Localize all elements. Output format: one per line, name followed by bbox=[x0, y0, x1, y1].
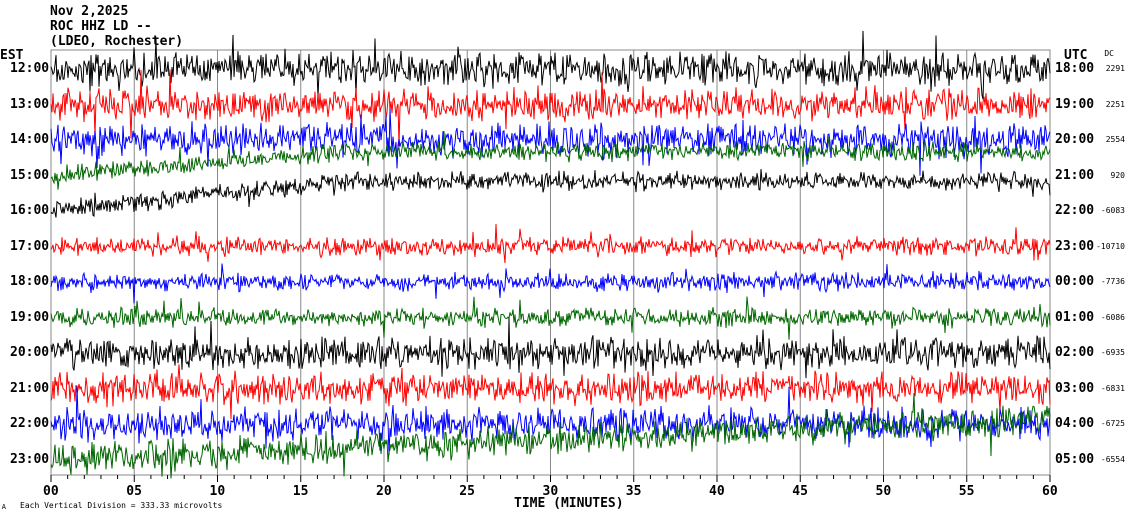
dc-offset-label: -6083 bbox=[1100, 206, 1125, 215]
x-tick-label: 30 bbox=[542, 484, 559, 499]
x-tick-label: 20 bbox=[376, 484, 392, 499]
x-tick-label: 55 bbox=[958, 484, 975, 499]
est-time-label: 16:00 bbox=[10, 203, 50, 218]
dc-offset-label: -6831 bbox=[1100, 383, 1125, 393]
trace-row-22:00 bbox=[50, 385, 1051, 456]
utc-time-label: 02:00 bbox=[1055, 345, 1095, 360]
trace-row-13:00 bbox=[50, 69, 1051, 147]
utc-time-label: 21:00 bbox=[1055, 167, 1095, 183]
x-tick-label: 05 bbox=[126, 484, 142, 499]
utc-time-label: 05:00 bbox=[1055, 451, 1095, 467]
trace-row-15:00 bbox=[50, 131, 1051, 190]
utc-time-label: 19:00 bbox=[1055, 96, 1095, 112]
utc-time-label: 03:00 bbox=[1055, 380, 1095, 396]
trace-row-21:00 bbox=[50, 364, 1051, 420]
est-time-label: 20:00 bbox=[10, 345, 50, 360]
est-time-label: 13:00 bbox=[10, 96, 50, 112]
dc-offset-label: -6935 bbox=[1100, 348, 1125, 357]
x-tick-label: 60 bbox=[1042, 484, 1058, 499]
est-time-label: 21:00 bbox=[10, 380, 50, 396]
station-label: ROC HHZ LD -- bbox=[50, 19, 152, 34]
date-label: Nov 2,2025 bbox=[50, 4, 129, 19]
x-tick-label: 25 bbox=[459, 484, 475, 499]
dc-offset-label: 920 bbox=[1110, 170, 1125, 180]
utc-time-label: 20:00 bbox=[1055, 132, 1095, 147]
est-time-label: 15:00 bbox=[10, 167, 50, 183]
dc-offset-label: 2554 bbox=[1105, 135, 1125, 144]
trace-row-20:00 bbox=[50, 317, 1051, 379]
utc-axis-label: UTC bbox=[1064, 48, 1088, 63]
utc-time-label: 18:00 bbox=[1055, 61, 1095, 76]
trace-row-23:00 bbox=[50, 392, 1051, 479]
x-tick-label: 40 bbox=[709, 484, 725, 499]
utc-time-label: 04:00 bbox=[1055, 416, 1095, 431]
est-axis-label: EST bbox=[0, 48, 24, 63]
trace-row-16:00 bbox=[50, 169, 1051, 218]
x-tick-label: 35 bbox=[625, 484, 642, 499]
dc-offset-label: 2291 bbox=[1105, 64, 1125, 73]
est-time-label: 22:00 bbox=[10, 416, 50, 431]
footer-mark: A bbox=[1, 503, 6, 511]
trace-row-18:00 bbox=[50, 263, 1051, 304]
utc-time-label: 22:00 bbox=[1055, 203, 1095, 218]
dc-offset-label: -7736 bbox=[1100, 277, 1125, 286]
trace-row-14:00 bbox=[50, 108, 1051, 176]
est-time-label: 19:00 bbox=[10, 309, 50, 325]
scale-note: Each Vertical Division = 333.33 microvol… bbox=[20, 501, 223, 510]
trace-row-12:00 bbox=[50, 30, 1051, 100]
utc-time-label: 00:00 bbox=[1055, 274, 1095, 289]
dc-header: DC bbox=[1104, 49, 1114, 58]
x-axis-label: TIME (MINUTES) bbox=[514, 496, 624, 511]
dc-offset-label: 2251 bbox=[1105, 99, 1125, 109]
dc-offset-label: -10710 bbox=[1096, 241, 1125, 251]
x-tick-label: 10 bbox=[209, 484, 226, 499]
est-time-label: 14:00 bbox=[10, 132, 50, 147]
dc-offset-label: -6086 bbox=[1100, 312, 1125, 322]
x-tick-label: 15 bbox=[292, 484, 309, 499]
utc-time-label: 23:00 bbox=[1055, 238, 1095, 254]
dc-offset-label: -6725 bbox=[1100, 419, 1125, 428]
est-time-label: 18:00 bbox=[10, 274, 50, 289]
est-time-label: 12:00 bbox=[10, 61, 50, 76]
est-time-label: 17:00 bbox=[10, 238, 50, 254]
x-tick-label: 45 bbox=[792, 484, 808, 499]
x-tick-label: 50 bbox=[875, 484, 892, 499]
trace-row-19:00 bbox=[50, 296, 1051, 340]
dc-offset-label: -6554 bbox=[1100, 454, 1125, 464]
utc-time-label: 01:00 bbox=[1055, 309, 1095, 325]
network-label: (LDEO, Rochester) bbox=[50, 34, 184, 49]
x-tick-label: 00 bbox=[43, 484, 59, 499]
trace-row-17:00 bbox=[50, 223, 1051, 264]
est-time-label: 23:00 bbox=[10, 451, 50, 467]
